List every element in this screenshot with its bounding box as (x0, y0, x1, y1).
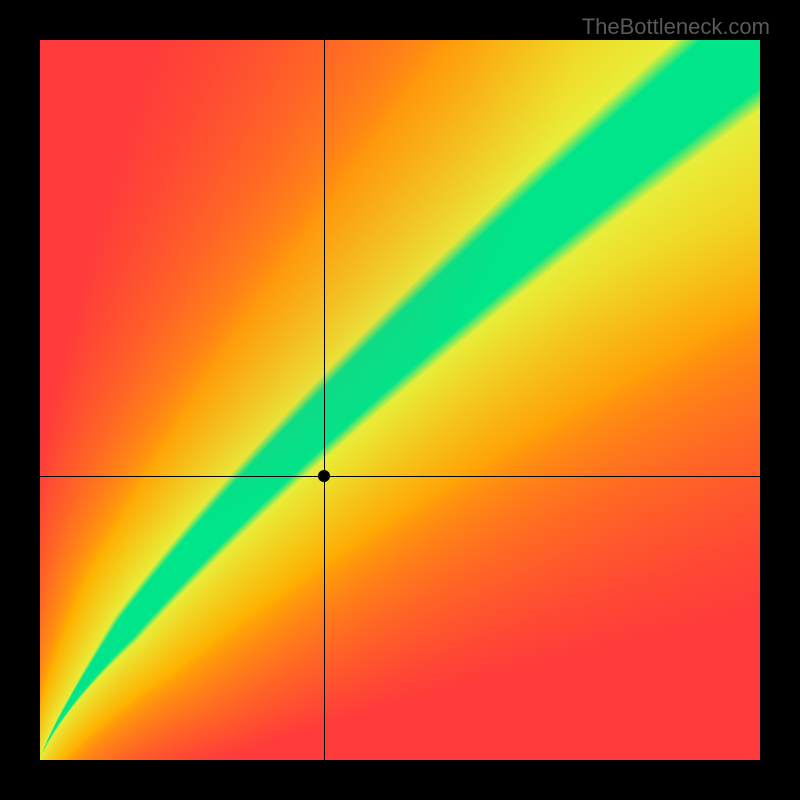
heatmap-canvas (40, 40, 760, 760)
crosshair-vertical (324, 40, 325, 760)
watermark-text: TheBottleneck.com (582, 14, 770, 40)
bottleneck-heatmap (40, 40, 760, 760)
operating-point-marker (318, 470, 330, 482)
crosshair-horizontal (40, 476, 760, 477)
